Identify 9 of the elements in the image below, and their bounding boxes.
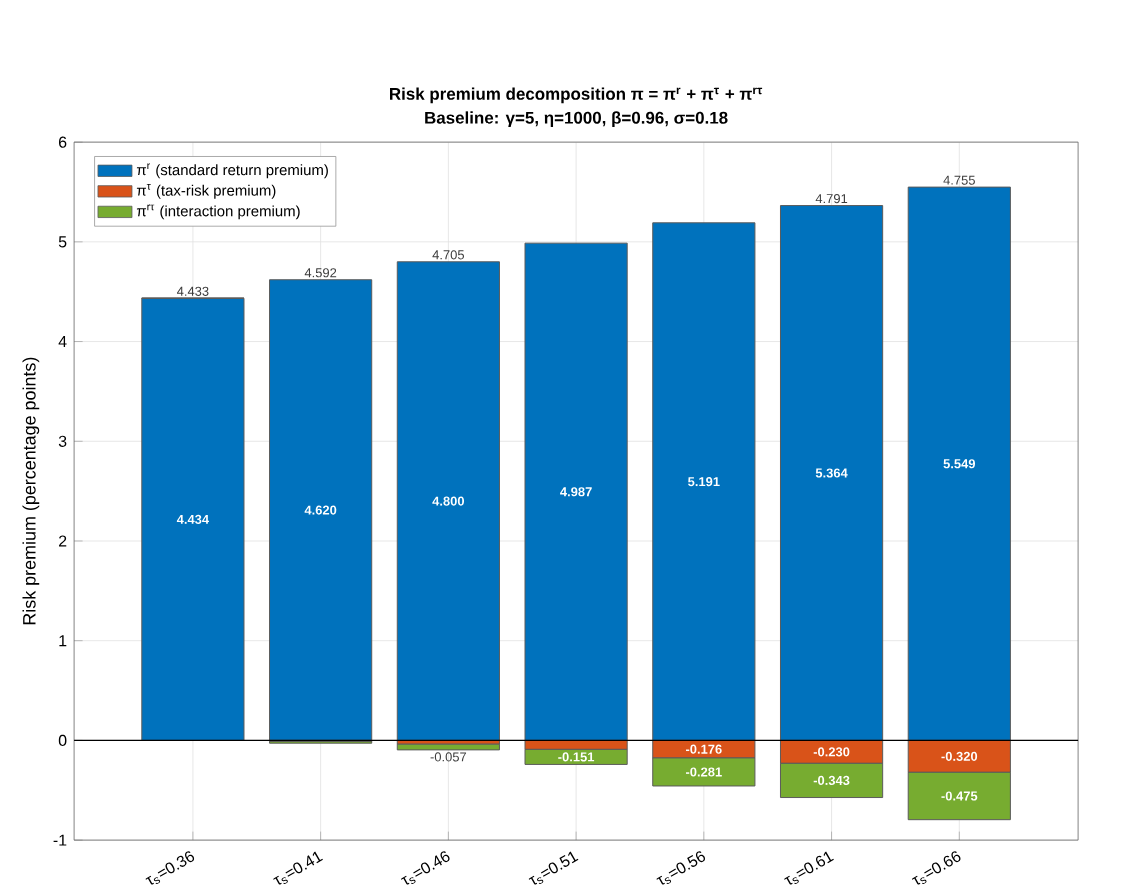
bar	[396, 261, 500, 741]
bar	[524, 748, 628, 765]
y-axis-title: Risk premium (percentage points)	[22, 357, 40, 625]
bar	[524, 242, 628, 741]
bar	[396, 743, 500, 751]
bar	[269, 279, 373, 741]
chart-title: Risk premium decomposition π = π$^{r}$ + π$^{τ}$ + π$^{rτ}$	[390, 87, 763, 104]
chart-subtitle: Baseline: γ=5, η=1000, β=0.96, σ=0.18	[425, 111, 728, 128]
bar	[141, 297, 245, 741]
